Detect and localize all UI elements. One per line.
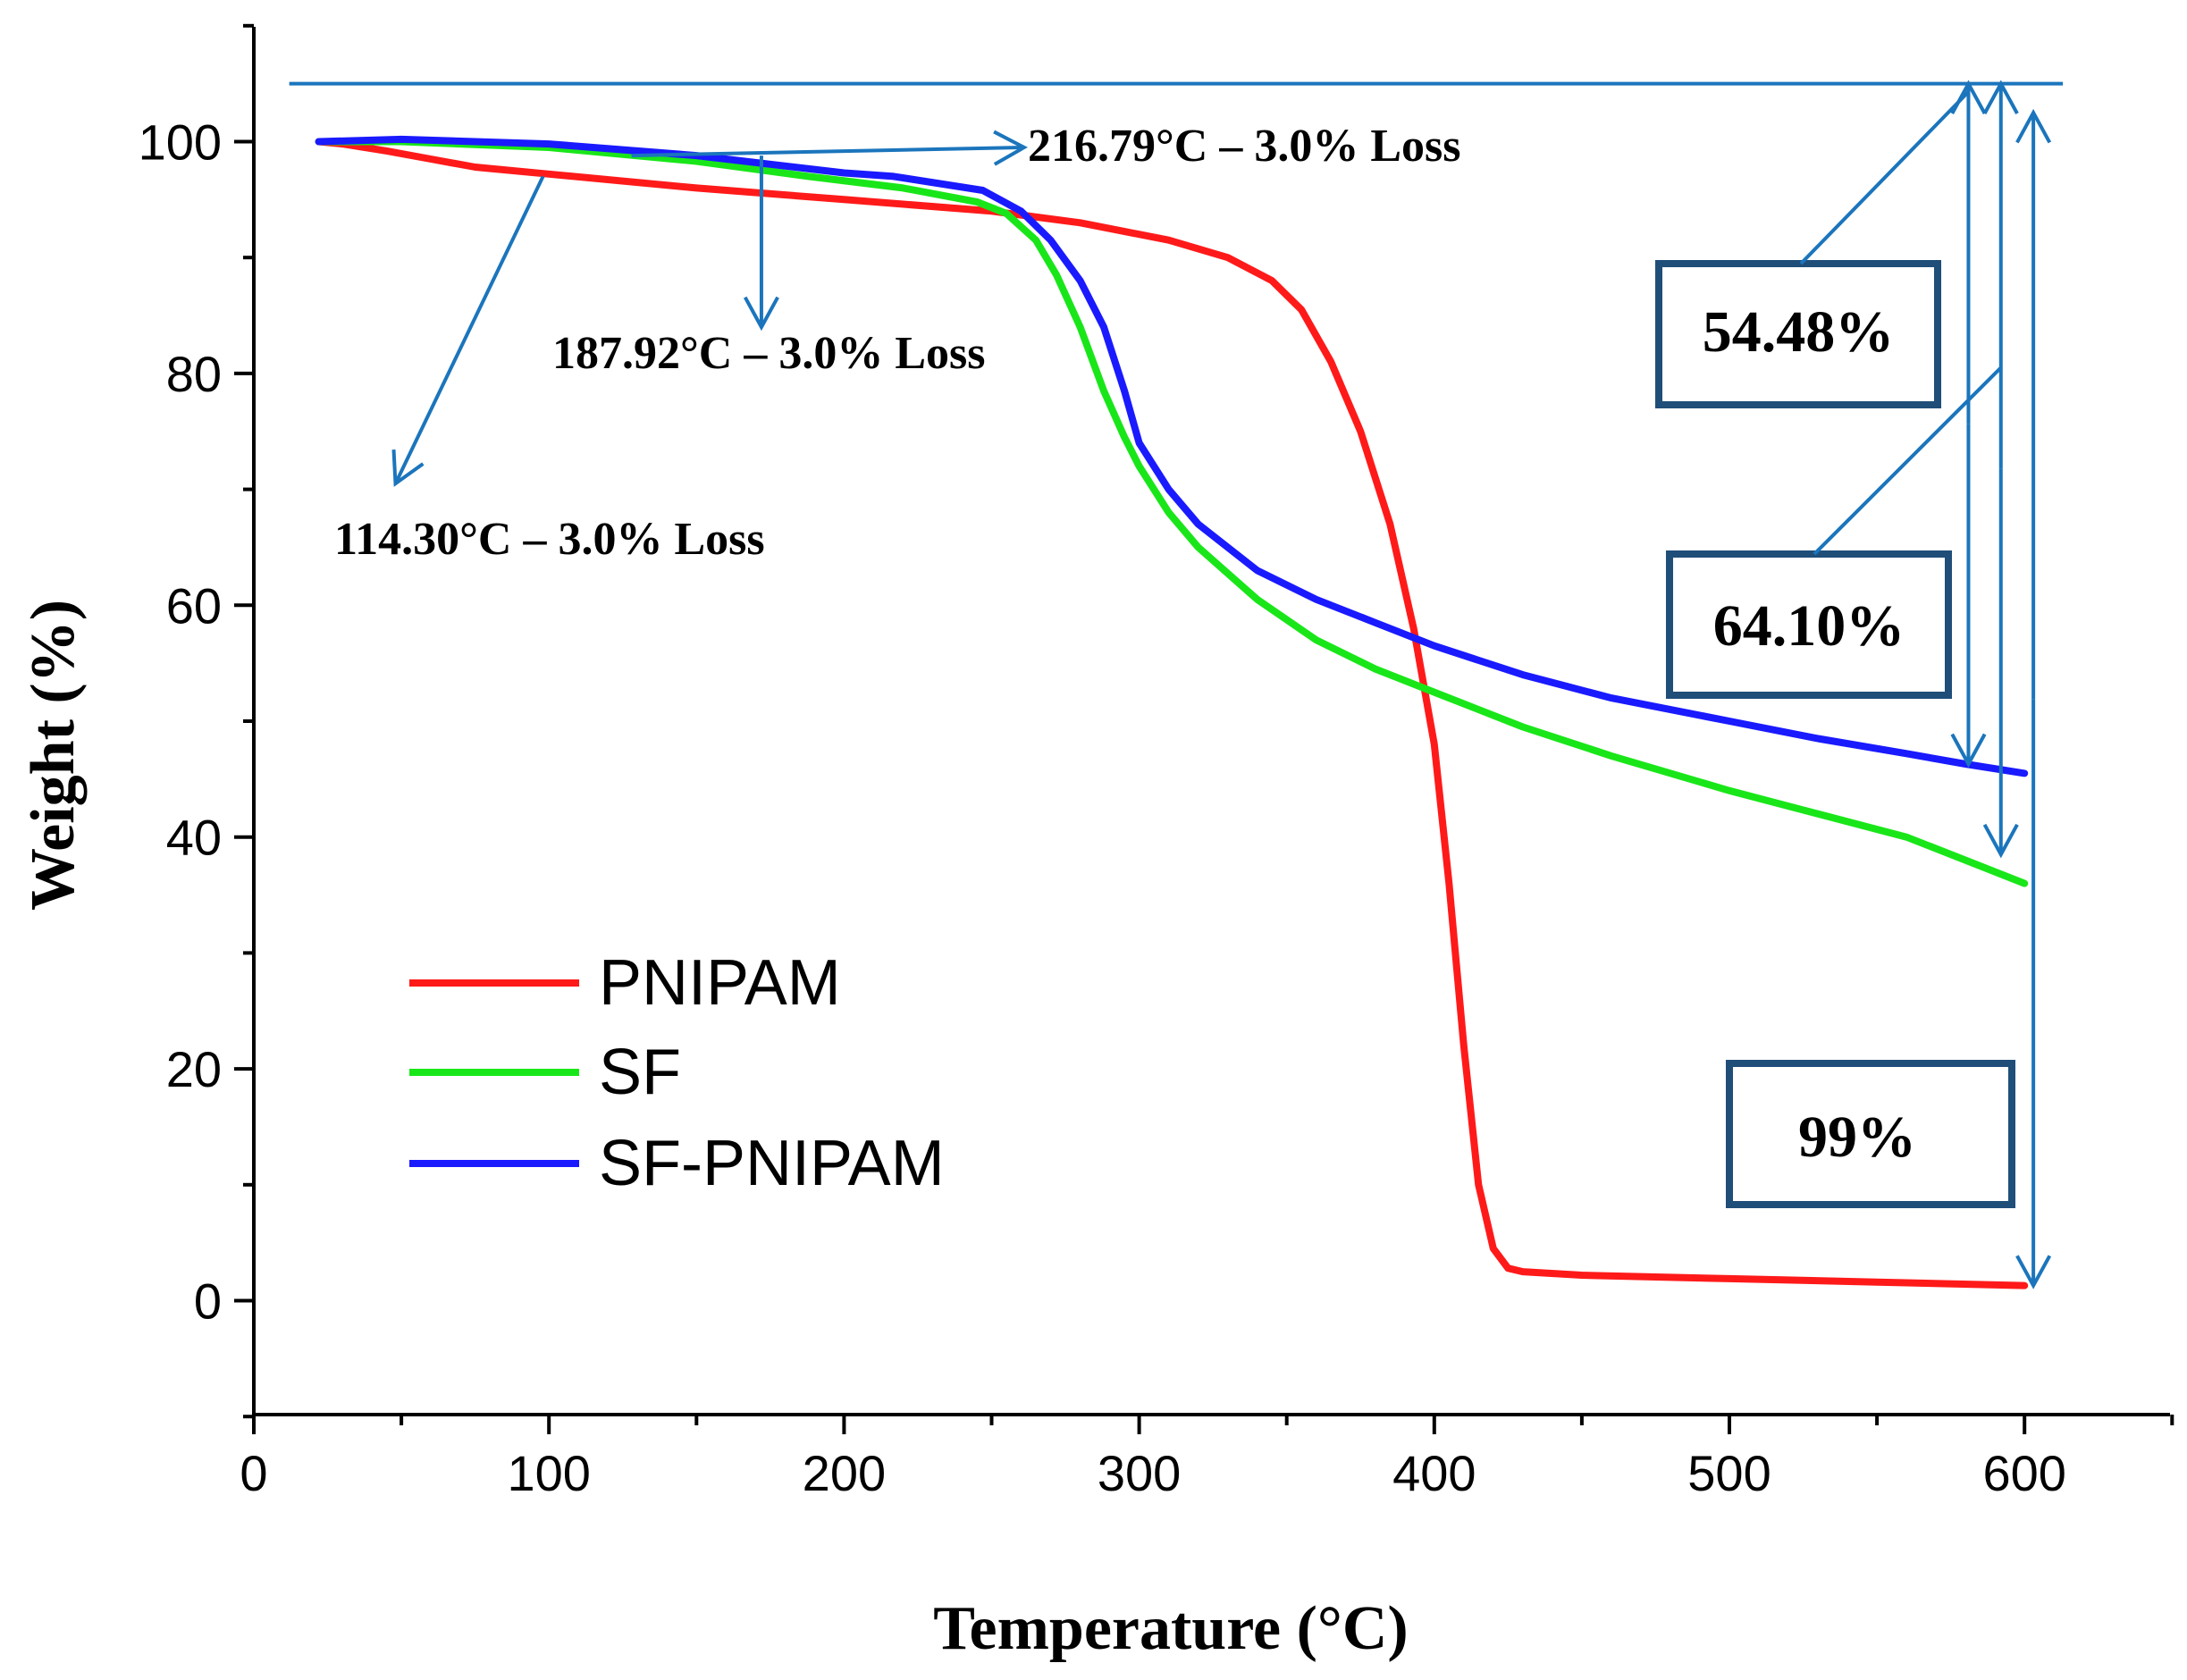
x-tick-label: 600 bbox=[1982, 1445, 2065, 1501]
legend-label-pnipam: PNIPAM bbox=[599, 947, 841, 1019]
arrow-187-92-head bbox=[743, 296, 779, 332]
arrow-64-10-up-head bbox=[1982, 80, 2019, 114]
leader-64-10 bbox=[1813, 366, 2003, 556]
y-tick-label: 60 bbox=[166, 577, 222, 634]
box-54-48 bbox=[1655, 260, 1941, 408]
x-tick-label: 300 bbox=[1098, 1445, 1181, 1501]
arrow-99-down-head bbox=[2015, 1255, 2052, 1289]
legend: PNIPAM SF SF-PNIPAM bbox=[409, 947, 945, 1199]
y-tick-label: 80 bbox=[166, 346, 222, 402]
arrow-114-30 bbox=[393, 175, 545, 484]
annotation-216-79: 216.79°C – 3.0% Loss bbox=[1028, 121, 1461, 172]
box-99-label: 99% bbox=[1798, 1105, 1916, 1170]
legend-label-sf-pnipam: SF-PNIPAM bbox=[599, 1128, 945, 1199]
annotation-114-30: 114.30°C – 3.0% Loss bbox=[334, 514, 765, 565]
arrow-114-30-head bbox=[391, 449, 425, 487]
x-tick-label: 100 bbox=[507, 1445, 590, 1501]
x-axis-title: Temperature (°C) bbox=[933, 1594, 1409, 1663]
box-54-48-label: 54.48% bbox=[1703, 299, 1895, 365]
y-tick-label: 40 bbox=[166, 810, 222, 866]
y-tick-label: 0 bbox=[194, 1273, 222, 1330]
arrow-216-79 bbox=[631, 145, 1024, 158]
series-sf-pnipam bbox=[315, 135, 2029, 777]
annotation-187-92: 187.92°C – 3.0% Loss bbox=[552, 328, 986, 379]
arrow-99-up-head bbox=[2015, 108, 2052, 144]
leader-54-48 bbox=[1799, 90, 1970, 265]
y-axis-title: Weight (%) bbox=[19, 600, 88, 911]
x-tick-label: 500 bbox=[1687, 1445, 1771, 1501]
annotation-layer: 216.79°C – 3.0% Loss 187.92°C – 3.0% Los… bbox=[334, 80, 2052, 1289]
series-layer bbox=[289, 81, 2064, 1289]
axes: 0 100 200 300 400 500 600 0 20 40 60 80 100 bbox=[139, 23, 2174, 1501]
arrow-216-79-head bbox=[993, 130, 1028, 166]
box-64-10 bbox=[1666, 550, 1952, 699]
y-tick-label: 20 bbox=[166, 1041, 222, 1097]
arrow-54-48-down-head bbox=[1950, 733, 1987, 769]
arrow-64-10-down-head bbox=[1982, 823, 2019, 859]
box-99 bbox=[1726, 1060, 2015, 1208]
y-tick-label: 100 bbox=[139, 114, 222, 171]
box-64-10-label: 64.10% bbox=[1713, 593, 1905, 659]
series-pnipam bbox=[315, 138, 2029, 1289]
series-sf bbox=[315, 138, 2029, 887]
x-tick-label: 400 bbox=[1392, 1445, 1476, 1501]
legend-label-sf: SF bbox=[599, 1037, 681, 1108]
x-tick-label: 200 bbox=[803, 1445, 886, 1501]
x-tick-label: 0 bbox=[240, 1445, 267, 1501]
